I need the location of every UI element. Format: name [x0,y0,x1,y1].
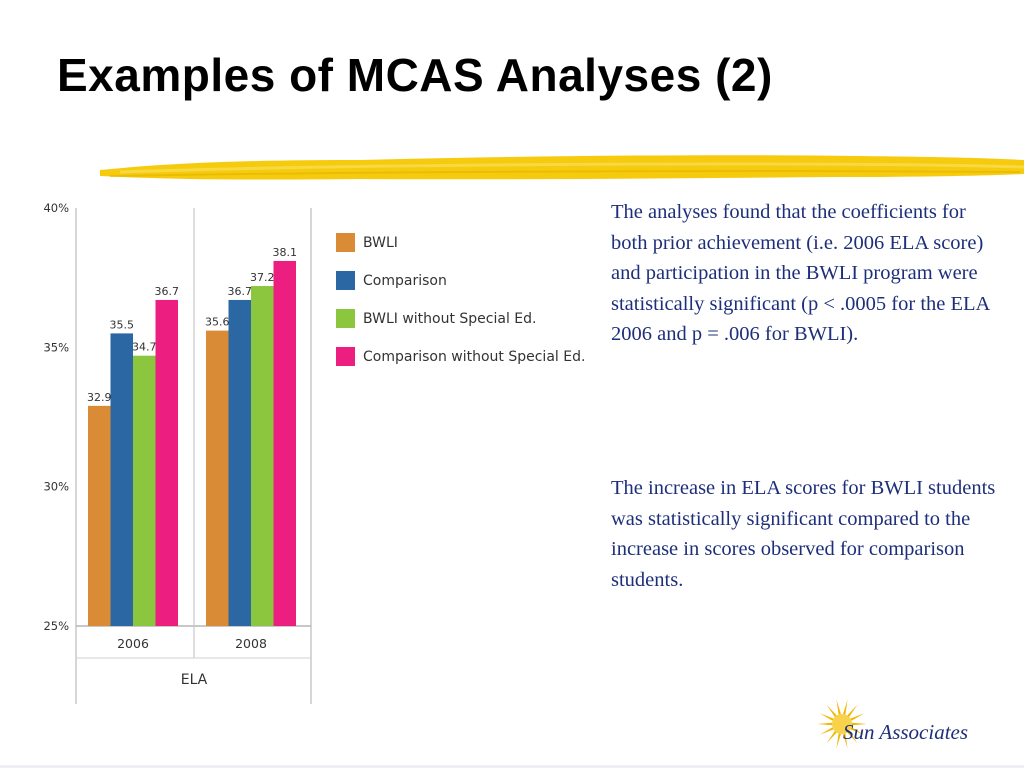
sun-ray [836,733,841,749]
legend-swatch [336,309,355,328]
data-label: 36.7 [228,285,253,298]
legend-label: Comparison [363,273,447,289]
bar [251,286,274,626]
data-label: 32.9 [87,391,112,404]
bar [273,260,296,626]
sun-ray [847,704,858,717]
bar-chart: 40% 35% 30% 25% 32.9 35.5 34.7 36.7 2006 35.6 36.7… [30,190,600,715]
data-label: 35.6 [205,316,230,329]
x-axis-label: ELA [181,672,208,688]
sun-icon [817,699,867,749]
bar [88,405,111,626]
data-label: 37.2 [250,271,275,284]
data-label: 38.1 [273,246,298,259]
legend-swatch [336,347,355,366]
sun-ray [817,722,833,726]
bar [110,333,133,626]
sun-ray [836,699,841,715]
data-label: 36.7 [155,285,180,298]
analysis-paragraph: The analyses found that the coefficients… [611,201,990,345]
bar [228,299,251,626]
legend-label: BWLI without Special Ed. [363,311,536,327]
slide-title: Examples of MCAS Analyses (2) [57,49,773,101]
yellow-highlight-stroke [100,155,1024,180]
data-label: 34.7 [132,341,157,354]
sun-ray [847,731,858,744]
legend-swatch [336,271,355,290]
footer-rule [0,765,1024,768]
sun-ray [850,713,865,721]
sun-ray [843,733,848,749]
sun-ray [843,699,848,715]
y-tick-label: 35% [43,340,69,354]
bar [133,355,156,626]
bar [206,330,229,626]
y-tick-label: 25% [43,619,69,633]
sun-ray [826,731,837,744]
sun-ray [851,722,867,726]
legend-swatch [336,233,355,252]
y-tick-label: 40% [43,201,69,215]
sun-ray [826,704,837,717]
legend-label: Comparison without Special Ed. [363,349,585,365]
x-tick-label: 2006 [117,636,149,651]
x-tick-label: 2008 [235,636,267,651]
sun-ray [819,713,834,721]
bar [155,299,178,626]
data-label: 35.5 [110,318,135,331]
sun-ray [850,727,865,735]
y-tick-label: 30% [43,480,69,494]
legend-label: BWLI [363,235,398,251]
company-logo-text: Sun Associates [843,720,969,744]
conclusion-paragraph: The increase in ELA scores for BWLI stud… [611,477,996,591]
sun-ray [819,727,834,735]
